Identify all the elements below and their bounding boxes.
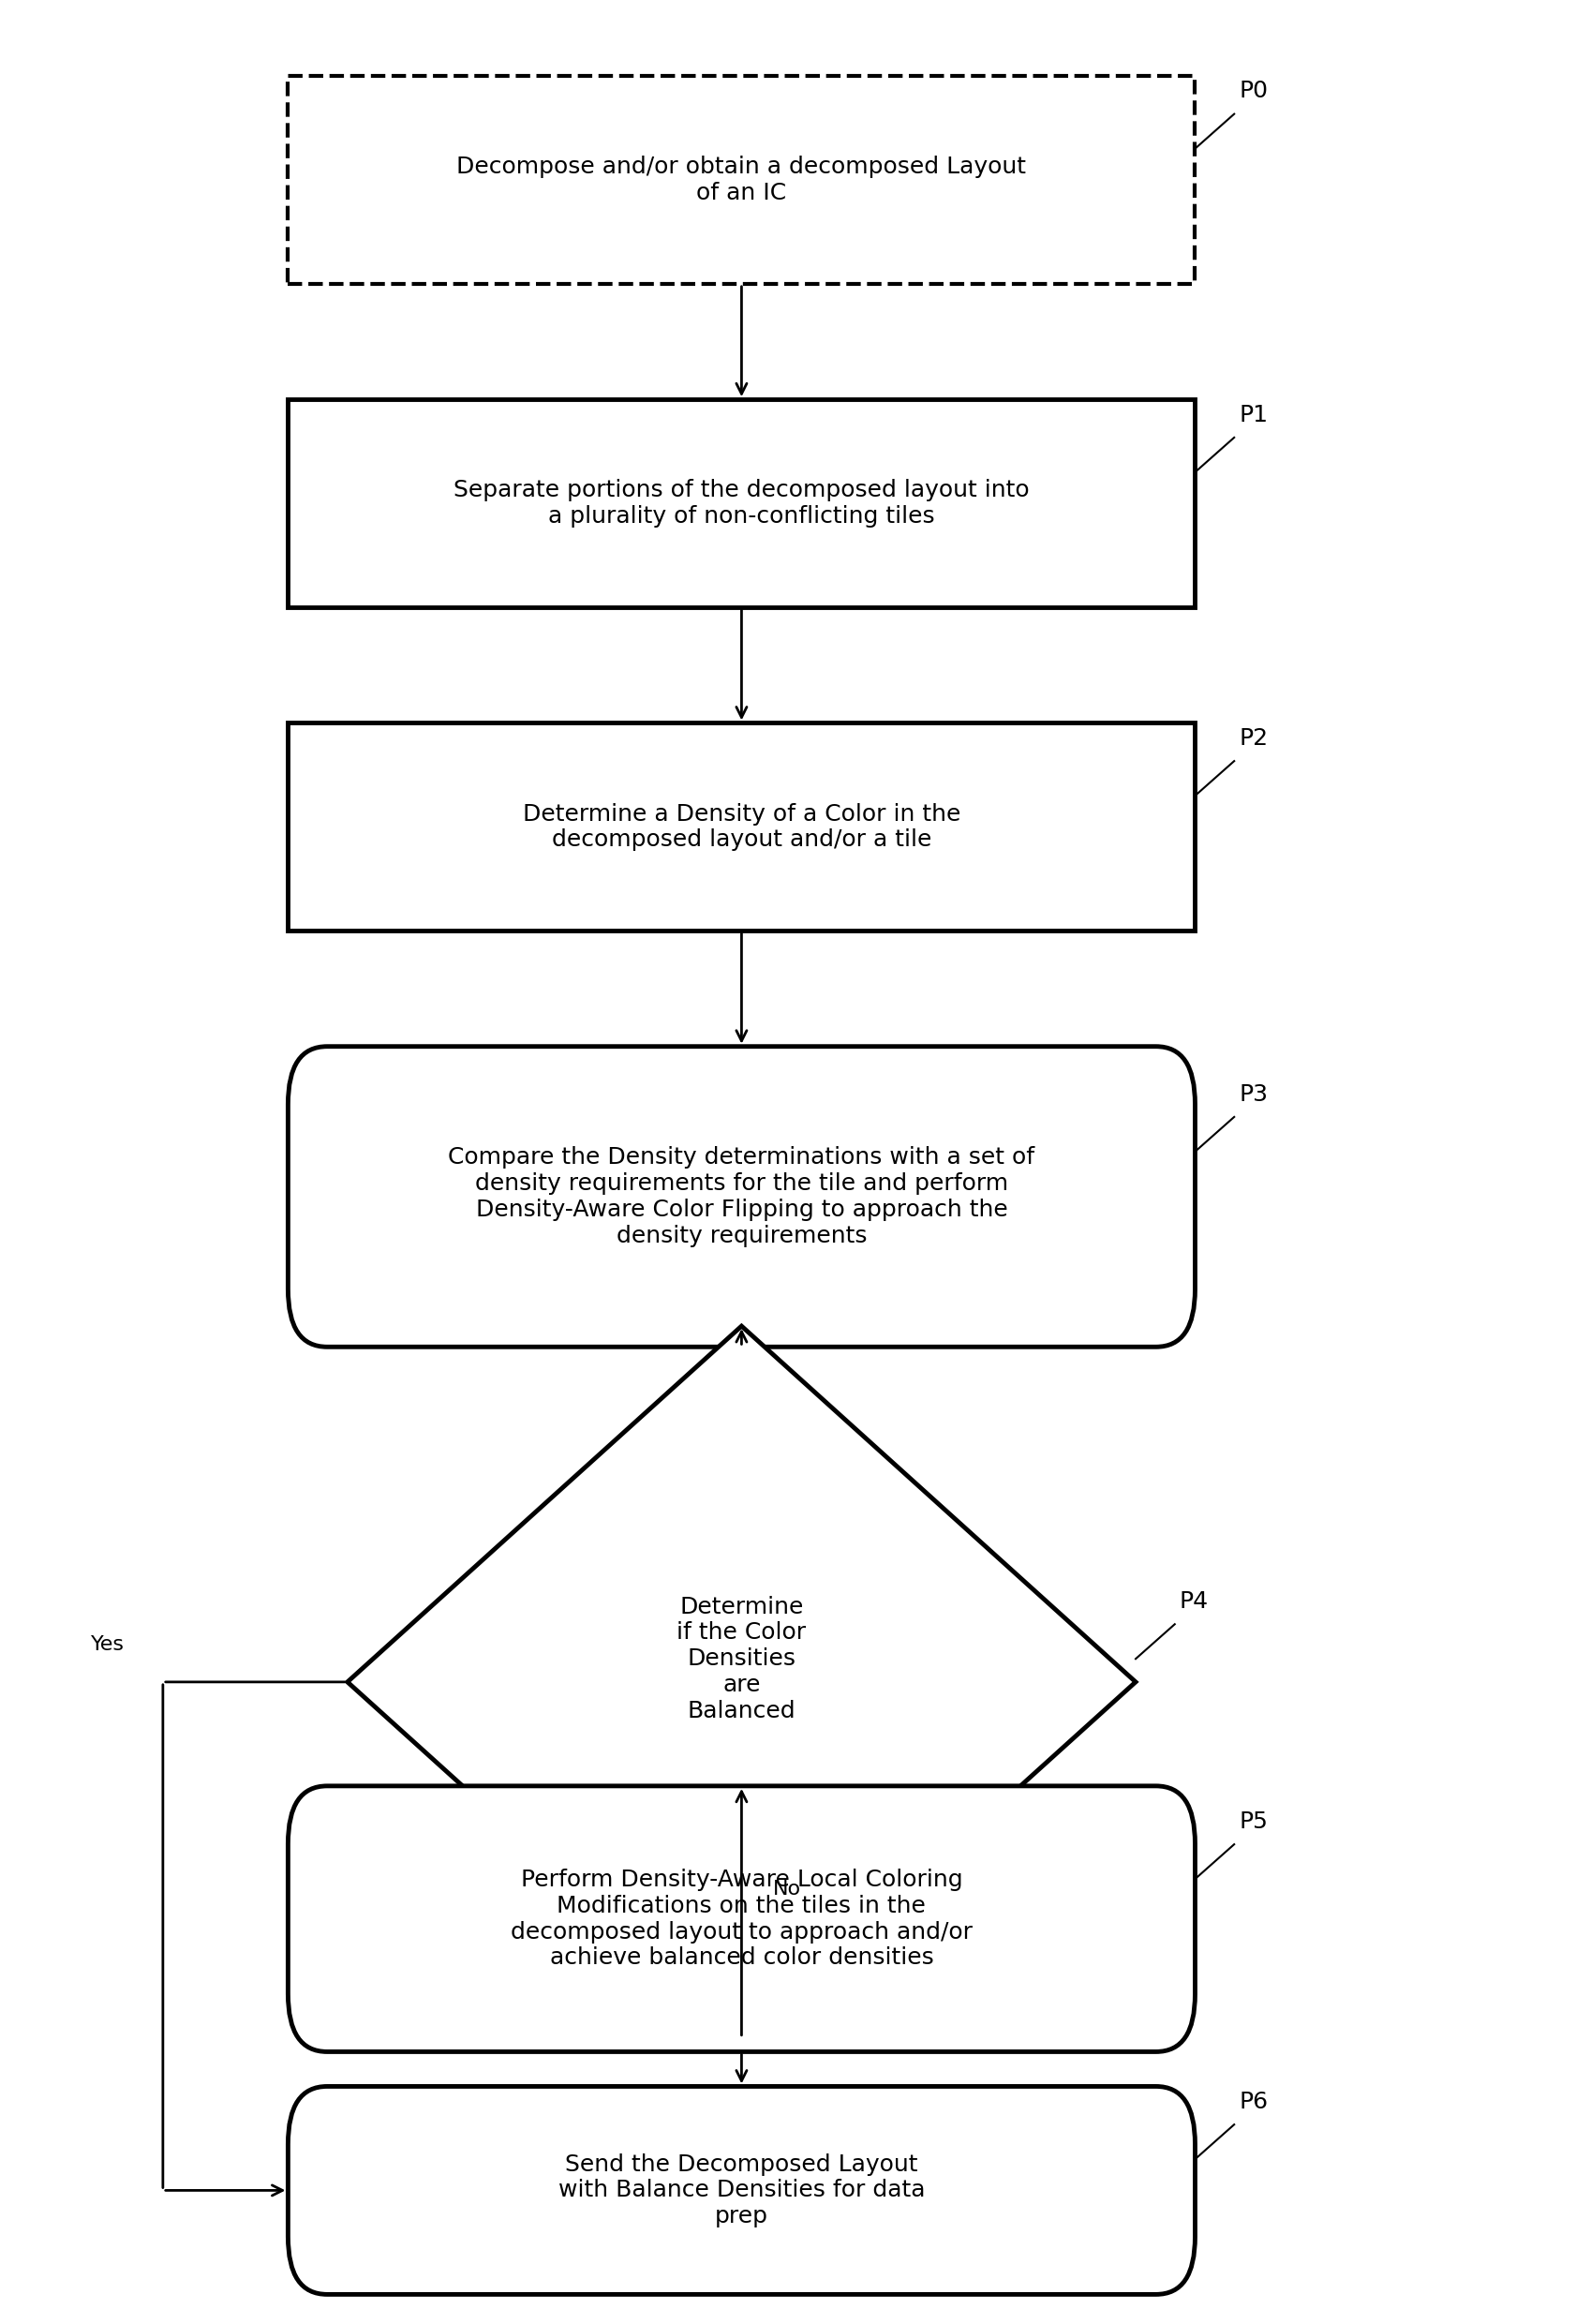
FancyBboxPatch shape (288, 1046, 1195, 1348)
Text: Send the Decomposed Layout
with Balance Densities for data
prep: Send the Decomposed Layout with Balance … (558, 2152, 925, 2229)
Bar (288, 400, 1195, 607)
Text: P5: P5 (1239, 1810, 1267, 1834)
Text: Decompose and/or obtain a decomposed Layout
of an IC: Decompose and/or obtain a decomposed Lay… (457, 156, 1026, 205)
Text: Perform Density-Aware Local Coloring
Modifications on the tiles in the
decompose: Perform Density-Aware Local Coloring Mod… (511, 1868, 972, 1968)
Text: Separate portions of the decomposed layout into
a plurality of non-conflicting t: Separate portions of the decomposed layo… (454, 479, 1029, 528)
Text: Compare the Density determinations with a set of
density requirements for the ti: Compare the Density determinations with … (448, 1146, 1034, 1248)
Text: P0: P0 (1239, 79, 1267, 102)
Bar (288, 77, 1195, 284)
Text: P3: P3 (1239, 1083, 1267, 1106)
Polygon shape (347, 1327, 1135, 2038)
FancyBboxPatch shape (288, 2087, 1195, 2294)
Text: P1: P1 (1239, 404, 1267, 425)
FancyBboxPatch shape (288, 1785, 1195, 2052)
Text: Yes: Yes (91, 1636, 125, 1655)
Text: P2: P2 (1239, 727, 1267, 748)
Text: No: No (772, 1880, 801, 1899)
Bar (288, 723, 1195, 932)
Text: Determine
if the Color
Densities
are
Balanced: Determine if the Color Densities are Bal… (676, 1597, 805, 1722)
Text: P6: P6 (1239, 2092, 1267, 2113)
Text: P4: P4 (1179, 1590, 1207, 1613)
Text: Determine a Density of a Color in the
decomposed layout and/or a tile: Determine a Density of a Color in the de… (522, 802, 960, 851)
